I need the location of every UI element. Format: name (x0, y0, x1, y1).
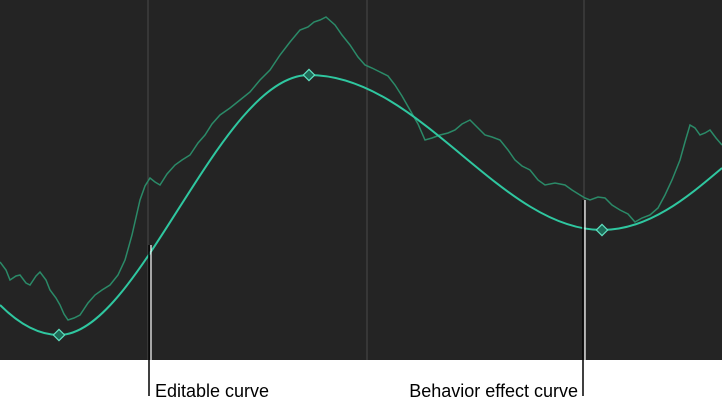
behavior-effect-curve (0, 16, 722, 321)
keyframe[interactable] (302, 68, 316, 82)
keyframe[interactable] (595, 223, 609, 237)
callout-label: Behavior effect curve (409, 381, 578, 401)
keyframe[interactable] (52, 328, 66, 342)
callout-label: Editable curve (155, 381, 269, 401)
